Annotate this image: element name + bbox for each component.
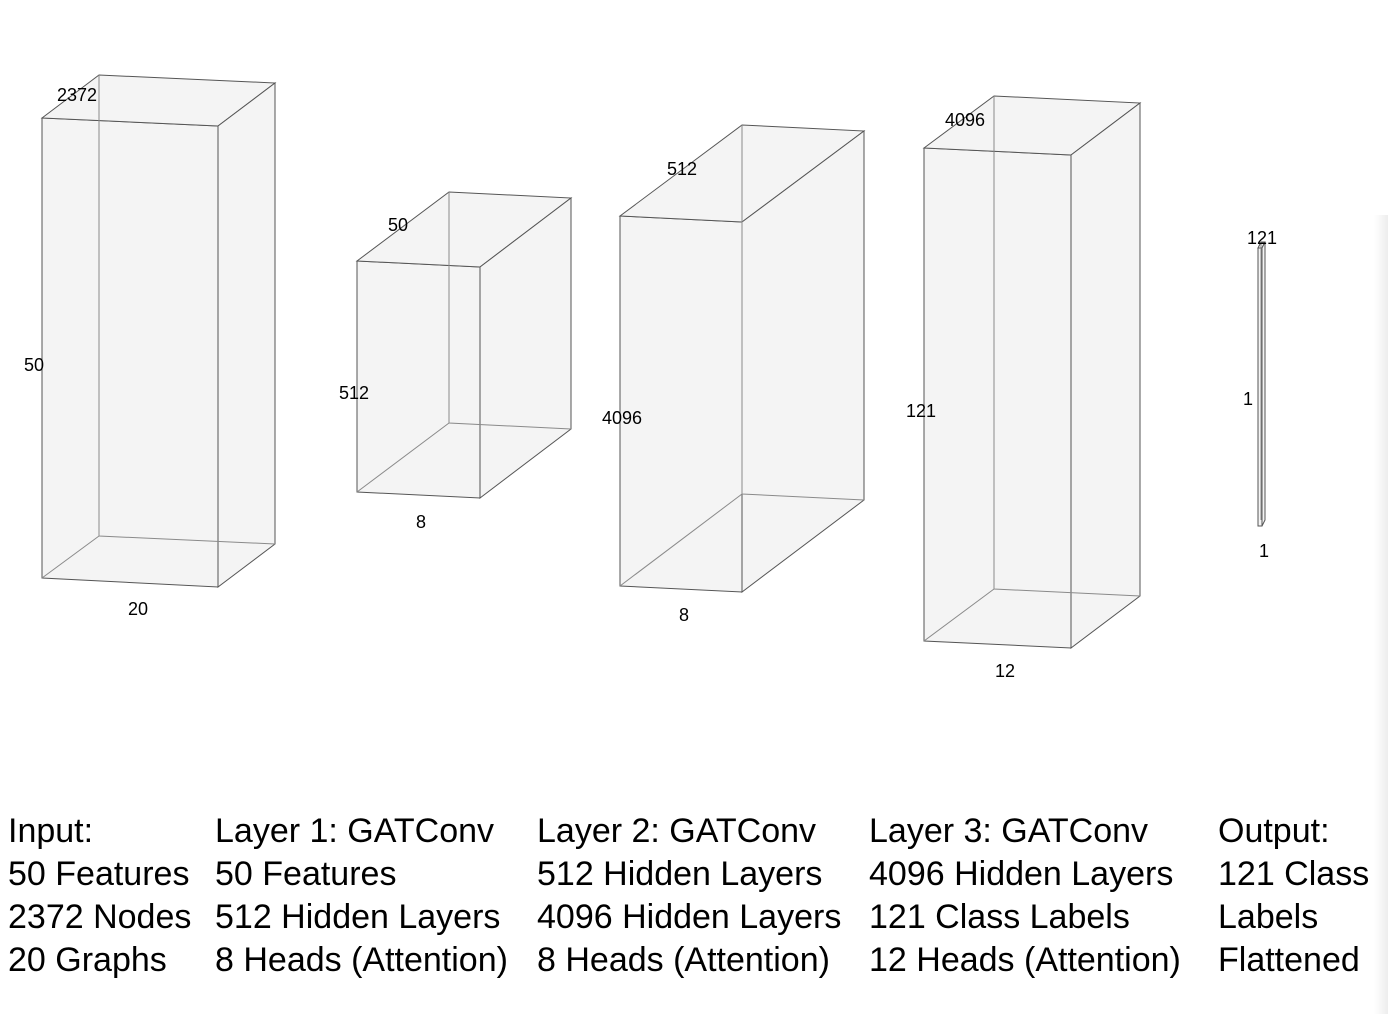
layer2-block: 512 4096 8: [602, 124, 866, 625]
output-caption-line: Output:: [1218, 812, 1330, 850]
input-dim-bottom: 20: [128, 599, 148, 619]
input-caption: Input: 50 Features 2372 Nodes 20 Graphs: [8, 810, 191, 982]
input-dim-top: 2372: [57, 85, 97, 105]
layer3-block: 4096 121 12: [906, 95, 1142, 681]
output-caption-line: 121 Class: [1218, 855, 1370, 893]
output-caption-line: Flattened: [1218, 941, 1360, 979]
input-caption-line: 50 Features: [8, 855, 190, 893]
layer1-caption-line: 512 Hidden Layers: [215, 898, 501, 936]
output-dim-top: 121: [1247, 228, 1277, 248]
layer1-caption: Layer 1: GATConv 50 Features 512 Hidden …: [215, 810, 508, 982]
output-dim-side: 1: [1243, 389, 1253, 409]
layer3-caption-line: 12 Heads (Attention): [869, 941, 1181, 979]
layer2-caption-line: Layer 2: GATConv: [537, 812, 817, 850]
layer1-caption-line: 50 Features: [215, 855, 397, 893]
layer3-caption: Layer 3: GATConv 4096 Hidden Layers 121 …: [869, 810, 1181, 982]
output-caption-line: Labels: [1218, 898, 1319, 936]
output-dim-bottom: 1: [1259, 541, 1269, 561]
layer1-dim-side: 512: [339, 383, 369, 403]
input-caption-line: Input:: [8, 812, 94, 850]
layer2-dim-top: 512: [667, 159, 697, 179]
layer1-caption-line: 8 Heads (Attention): [215, 941, 508, 979]
layer3-dim-side: 121: [906, 401, 936, 421]
input-dim-side: 50: [24, 355, 44, 375]
layer2-dim-bottom: 8: [679, 605, 689, 625]
layer3-dim-top: 4096: [945, 110, 985, 130]
layer3-caption-line: 4096 Hidden Layers: [869, 855, 1174, 893]
input-caption-line: 2372 Nodes: [8, 898, 192, 936]
input-block: 2372 50 20: [24, 74, 277, 619]
layer3-caption-line: 121 Class Labels: [869, 898, 1130, 936]
layer1-block: 50 512 8: [339, 191, 573, 532]
edge-shadow: [1374, 215, 1388, 1014]
layer2-caption-line: 4096 Hidden Layers: [537, 898, 842, 936]
layer2-caption-line: 8 Heads (Attention): [537, 941, 830, 979]
layer2-caption: Layer 2: GATConv 512 Hidden Layers 4096 …: [537, 810, 841, 982]
layer1-dim-top: 50: [388, 215, 408, 235]
layer3-caption-line: Layer 3: GATConv: [869, 812, 1149, 850]
layer2-caption-line: 512 Hidden Layers: [537, 855, 823, 893]
layer1-dim-bottom: 8: [416, 512, 426, 532]
output-caption: Output: 121 Class Labels Flattened: [1218, 810, 1369, 982]
output-block: 121 1 1: [1243, 228, 1277, 561]
layer3-dim-bottom: 12: [995, 661, 1015, 681]
input-caption-line: 20 Graphs: [8, 941, 167, 979]
layer2-dim-side: 4096: [602, 408, 642, 428]
layer1-caption-line: Layer 1: GATConv: [215, 812, 495, 850]
